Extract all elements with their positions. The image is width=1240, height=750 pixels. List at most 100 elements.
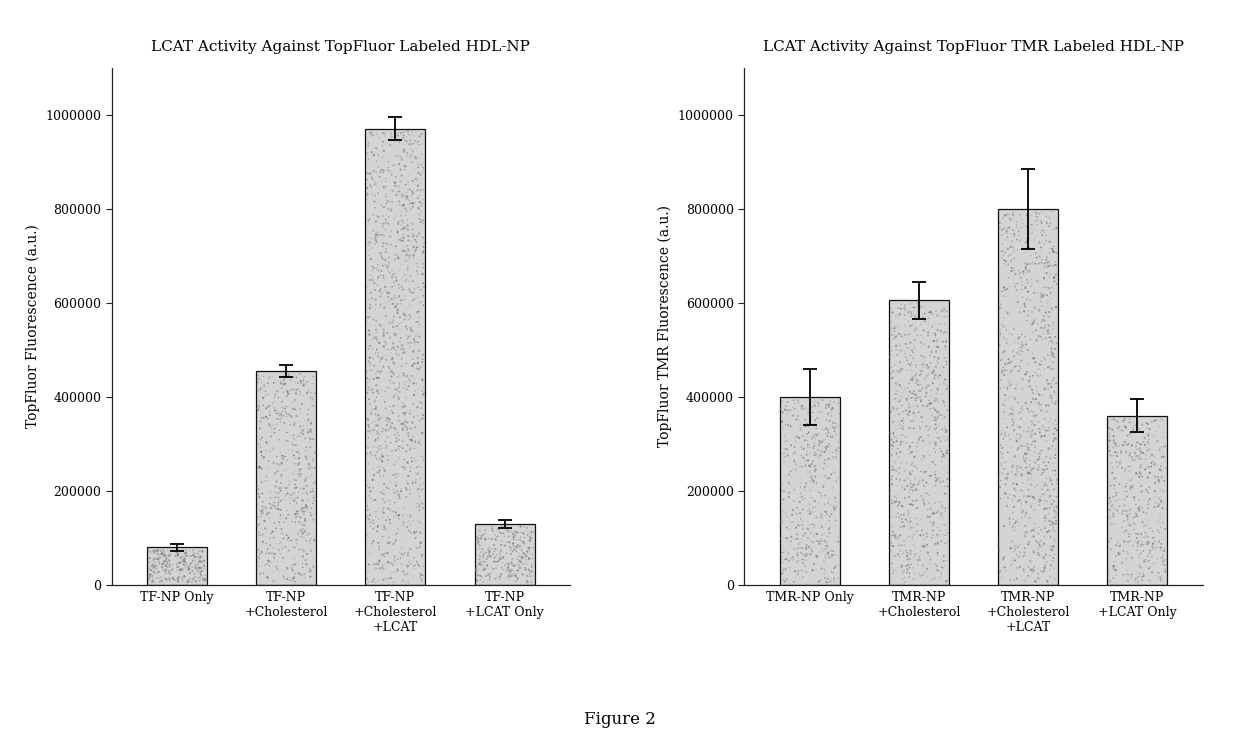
Point xyxy=(1035,522,1055,534)
Point xyxy=(403,218,423,230)
Point xyxy=(284,553,304,565)
Point xyxy=(1040,563,1060,575)
Point xyxy=(913,568,932,580)
Point xyxy=(289,526,309,538)
Point xyxy=(1142,525,1162,537)
Point xyxy=(1039,424,1059,436)
Point xyxy=(1040,327,1060,339)
Point xyxy=(934,460,954,472)
Point xyxy=(826,428,846,440)
Point xyxy=(919,340,939,352)
Point xyxy=(516,550,536,562)
Point xyxy=(371,171,391,183)
Point xyxy=(474,564,494,576)
Point xyxy=(393,133,413,145)
Point xyxy=(804,476,823,488)
Point xyxy=(477,554,497,566)
Point xyxy=(1145,470,1164,482)
Point xyxy=(936,575,956,587)
Point xyxy=(259,461,279,473)
Point xyxy=(368,520,388,532)
Point xyxy=(1130,452,1149,464)
Point xyxy=(387,348,407,360)
Point xyxy=(505,543,525,555)
Point xyxy=(931,566,951,578)
Point xyxy=(1038,256,1058,268)
Point xyxy=(1024,446,1044,458)
Point xyxy=(506,575,526,587)
Point xyxy=(888,402,908,414)
Point xyxy=(522,561,542,573)
Point xyxy=(1029,332,1049,344)
Point xyxy=(897,567,916,579)
Point xyxy=(792,554,812,566)
Point xyxy=(379,416,399,428)
Point xyxy=(372,505,392,517)
Point xyxy=(997,227,1017,239)
Point xyxy=(1044,521,1064,533)
Point xyxy=(373,484,393,496)
Point xyxy=(160,549,180,561)
Point xyxy=(1006,484,1025,496)
Point xyxy=(372,320,392,332)
Point xyxy=(399,251,419,262)
Point xyxy=(248,399,268,411)
Point xyxy=(991,327,1011,339)
Point xyxy=(794,402,813,414)
Point xyxy=(274,516,294,528)
Point xyxy=(381,332,401,344)
Point xyxy=(825,575,844,587)
Point xyxy=(295,473,315,485)
Point xyxy=(996,209,1016,221)
Point xyxy=(790,432,810,444)
Point xyxy=(925,538,945,550)
Point xyxy=(1027,386,1047,398)
Point xyxy=(363,225,383,237)
Point xyxy=(171,564,191,576)
Point xyxy=(357,529,377,541)
Point xyxy=(932,366,952,378)
Point xyxy=(1145,485,1164,497)
Point xyxy=(784,516,804,528)
Point xyxy=(393,347,413,359)
Point xyxy=(381,346,401,358)
Point xyxy=(192,545,212,557)
Point xyxy=(932,304,952,316)
Point xyxy=(289,452,309,464)
Point xyxy=(301,532,321,544)
Point xyxy=(919,380,939,392)
Point xyxy=(298,426,317,438)
Point xyxy=(822,468,842,480)
Point xyxy=(170,567,190,579)
Point xyxy=(397,241,417,253)
Point xyxy=(366,512,386,524)
Point xyxy=(1018,484,1038,496)
Point xyxy=(383,341,403,353)
Point xyxy=(1146,476,1166,488)
Point xyxy=(389,489,409,501)
Point xyxy=(293,528,312,540)
Point xyxy=(774,448,794,460)
Point xyxy=(285,567,305,579)
Point xyxy=(480,567,500,579)
Point xyxy=(401,461,420,473)
Point xyxy=(413,356,433,368)
Point xyxy=(1025,575,1045,587)
Point xyxy=(301,427,321,439)
Point xyxy=(1039,212,1059,224)
Point xyxy=(1044,246,1064,258)
Point xyxy=(1130,560,1149,572)
Point xyxy=(1044,533,1064,545)
Point xyxy=(272,477,291,489)
Point xyxy=(928,406,947,418)
Point xyxy=(378,450,398,462)
Point xyxy=(403,430,423,442)
Point xyxy=(887,480,906,492)
Point xyxy=(1105,472,1125,484)
Point xyxy=(370,132,389,144)
Point xyxy=(285,452,305,464)
Point xyxy=(999,376,1019,388)
Point xyxy=(816,550,836,562)
Point xyxy=(882,557,901,569)
Point xyxy=(407,257,427,269)
